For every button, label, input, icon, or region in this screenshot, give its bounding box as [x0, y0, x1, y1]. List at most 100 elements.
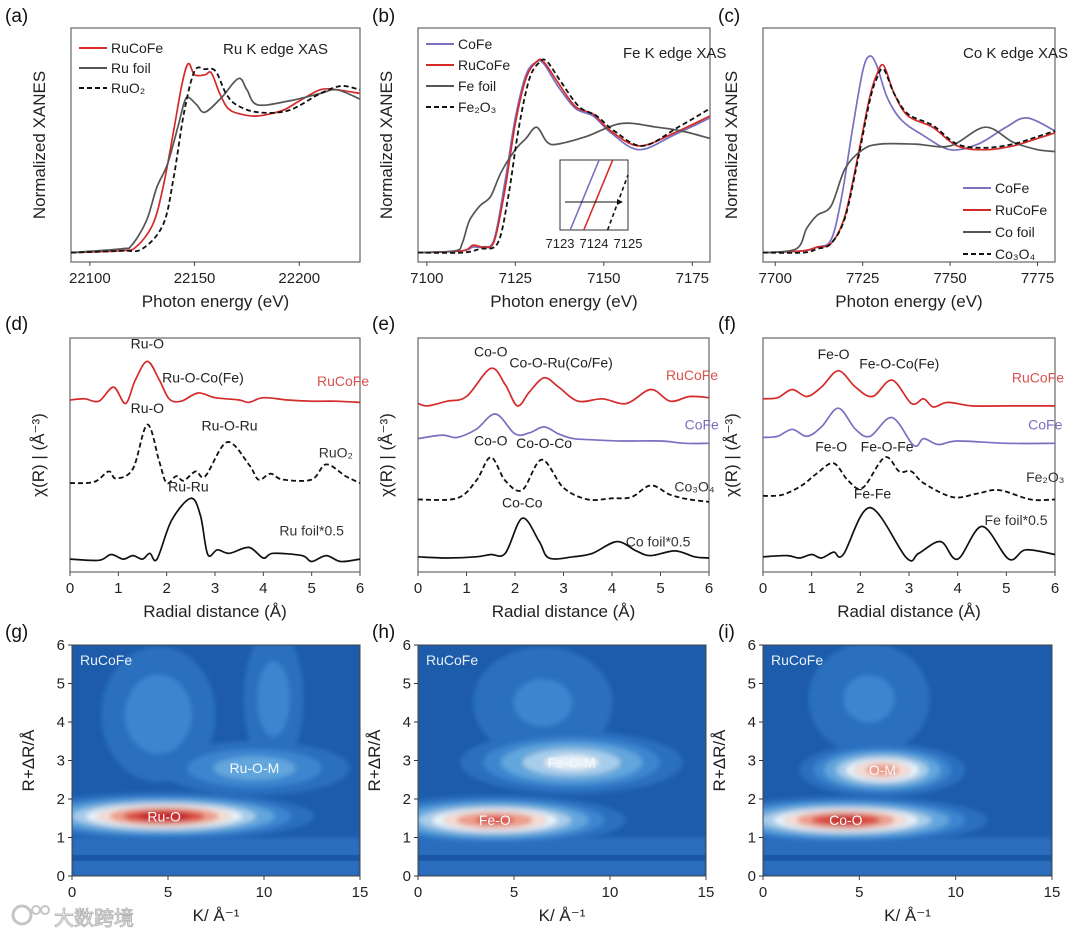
series-label: RuCoFe [317, 373, 369, 389]
plot-frame [417, 337, 710, 573]
series-line-1 [417, 413, 710, 445]
inset-tick-label: 7124 [580, 236, 609, 251]
panel-i: (i) O-M Co-O RuCoFe 0 1 2 3 4 5 6 R+ΔR/Å 0 5 10 15 K/ Å⁻… [710, 622, 1061, 925]
legend-label: RuCoFe [458, 57, 510, 73]
x-axis-label: Radial distance (Å) [143, 602, 287, 621]
y-tick-label: 5 [748, 676, 756, 693]
inset: 7123 7124 7125 [546, 159, 643, 251]
y-axis-label: Normalized XANES [30, 71, 49, 219]
feature-label: Ru-O [147, 808, 181, 824]
y-tick-label: 1 [403, 830, 411, 847]
inset-tick-label: 7125 [614, 236, 643, 251]
panel-title: Fe K edge XAS [623, 45, 726, 62]
heatmap-contour-0-0.22 [513, 679, 572, 727]
x-tick-label: 4 [259, 580, 267, 597]
x-tick-label: 0 [414, 580, 422, 597]
x-axis-label: Radial distance (Å) [837, 602, 981, 621]
x-tick-label: 7725 [846, 270, 879, 287]
inset-line-1 [583, 159, 614, 231]
feature-label: Ru-O-M [230, 760, 280, 776]
x-tick-label: 6 [1051, 580, 1059, 597]
panel-letter: (i) [718, 622, 735, 643]
panel-title: Ru K edge XAS [223, 41, 328, 58]
peak-annotation: Fe-O [818, 346, 850, 362]
x-tick-label: 15 [352, 884, 369, 901]
y-tick-label: 6 [403, 637, 411, 654]
series-line-2 [417, 122, 711, 254]
x-tick-label: 5 [510, 884, 518, 901]
heatmap-contours [418, 646, 683, 845]
y-tick-label: 6 [748, 637, 756, 654]
series-line-0 [70, 62, 361, 254]
panel-d: (d) χ(R) | (Å⁻³) Ru-O Ru-O-Co(Fe) Ru-O Ru-O-R… [5, 314, 369, 621]
y-tick-label: 1 [748, 830, 756, 847]
x-axis-label: Photon energy (eV) [490, 292, 637, 311]
series-line-2 [417, 456, 710, 503]
watermark: 大数跨境 [11, 904, 135, 931]
panel-b: (b) Normalized XANES Fe K edge XAS CoFe RuCo… [372, 6, 726, 311]
sample-label: RuCoFe [80, 652, 132, 668]
series-label: CoFe [685, 416, 719, 432]
y-tick-label: 2 [748, 791, 756, 808]
peak-annotation: Fe-O [815, 438, 847, 454]
peak-annotation: Fe-O-Co(Fe) [859, 355, 939, 371]
y-tick-label: 6 [57, 637, 65, 654]
y-axis-label: R+ΔR/Å [710, 729, 729, 792]
y-tick-label: 3 [57, 753, 65, 770]
peak-annotation: Ru-O [131, 336, 165, 352]
x-tick-label: 22200 [278, 270, 320, 287]
series-label: Ru foil*0.5 [279, 523, 344, 539]
y-axis-label: Normalized XANES [377, 71, 396, 219]
feature-label: Co-O [829, 812, 863, 828]
y-tick-label: 4 [748, 714, 756, 731]
x-tick-label: 15 [1044, 884, 1061, 901]
x-tick-label: 7125 [499, 270, 532, 287]
panel-h: (h) Fe-O-M Fe-O RuCoFe 0 1 2 3 4 5 6 R+ΔR/Å 0 5 10 15 K/… [365, 622, 715, 925]
heatmap [763, 645, 1052, 876]
panel-letter: (f) [718, 314, 736, 335]
panel-title: Co K edge XAS [963, 45, 1068, 62]
inset-line-0 [569, 159, 600, 231]
x-tick-label: 7175 [676, 270, 709, 287]
x-tick-label: 5 [855, 884, 863, 901]
legend-label: CoFe [995, 180, 1029, 196]
heatmap-contour-1-0.22 [257, 661, 290, 737]
peak-annotation: Fe-Fe [854, 485, 892, 501]
series-line-3 [417, 517, 710, 560]
panel-letter: (g) [5, 622, 28, 643]
sample-label: RuCoFe [771, 652, 823, 668]
x-tick-label: 5 [164, 884, 172, 901]
x-axis-label: K/ Å⁻¹ [193, 906, 240, 925]
x-tick-label: 0 [759, 580, 767, 597]
legend-label: Co foil [995, 224, 1035, 240]
heatmap-contour-1-0.56 [543, 754, 600, 771]
x-tick-label: 4 [953, 580, 961, 597]
series-label: Co₃O₄ [674, 478, 714, 494]
series-line-0 [762, 369, 1055, 408]
x-tick-label: 10 [947, 884, 964, 901]
heatmap-contour-0-0.22 [125, 674, 192, 754]
y-tick-label: 0 [57, 868, 65, 885]
series-line-1 [762, 407, 1056, 448]
y-tick-label: 3 [748, 753, 756, 770]
plot-frame [762, 27, 1056, 263]
heatmap-contour-1-0.76 [865, 764, 900, 776]
x-tick-label: 7100 [410, 270, 443, 287]
feature-label: Fe-O [479, 812, 511, 828]
peak-annotation: Ru-O [131, 400, 165, 416]
series-line-1 [417, 58, 711, 254]
watermark-text: 大数跨境 [54, 907, 134, 930]
legend: RuCoFe Ru foil RuO₂ [79, 40, 163, 96]
watermark-logo-dot-icon [40, 905, 50, 915]
panel-c: (c) Normalized XANES Co K edge XAS CoFe RuCo… [718, 6, 1068, 311]
x-tick-label: 0 [759, 884, 767, 901]
series-line-0 [69, 360, 361, 405]
x-tick-label: 15 [698, 884, 715, 901]
x-tick-label: 2 [511, 580, 519, 597]
x-tick-label: 2 [162, 580, 170, 597]
panel-f: (f) χ(R) | (Å⁻³) Fe-O Fe-O-Co(Fe) Fe-O Fe-O-F… [718, 314, 1064, 621]
x-axis-label: K/ Å⁻¹ [539, 906, 586, 925]
x-tick-label: 10 [256, 884, 273, 901]
